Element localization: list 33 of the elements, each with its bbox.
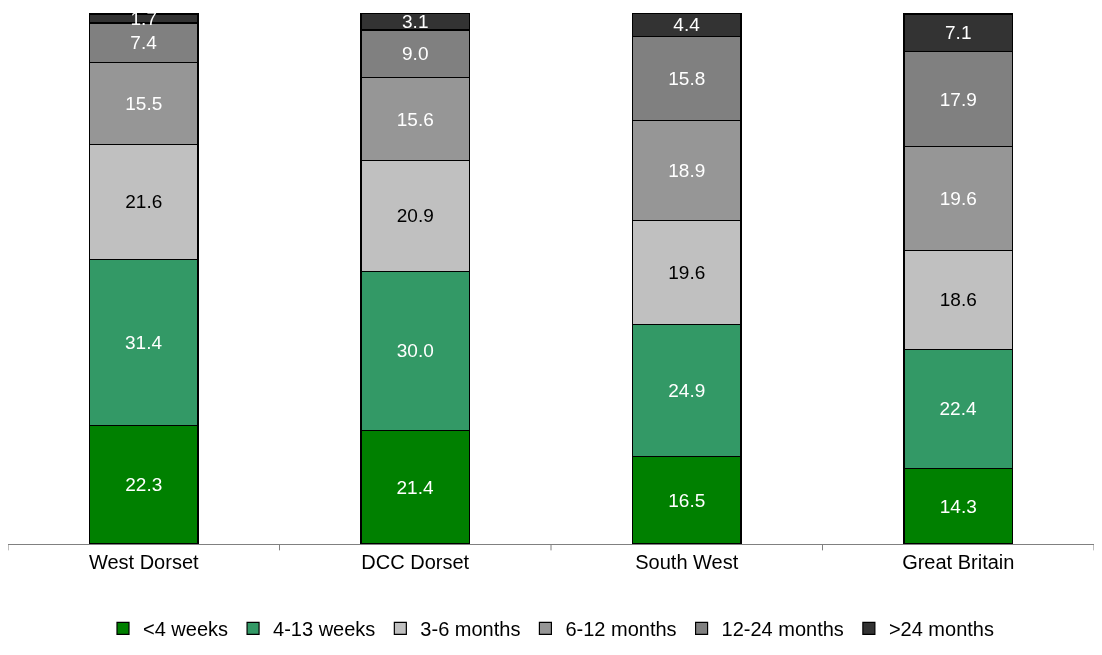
data-label: 17.9 <box>939 88 977 110</box>
data-label: 16.5 <box>668 489 706 511</box>
data-label: 14.3 <box>939 495 977 517</box>
data-label: 18.6 <box>939 289 977 311</box>
data-label: 24.9 <box>668 379 706 401</box>
data-label: 18.9 <box>668 159 706 181</box>
data-label: 21.6 <box>125 191 163 213</box>
x-tick-label: West Dorset <box>88 551 200 573</box>
data-label: 22.4 <box>939 398 977 420</box>
data-label: 20.9 <box>396 205 434 227</box>
legend-label: 4-13 weeks <box>273 618 376 641</box>
data-label: 30.0 <box>396 340 434 362</box>
data-label: 4.4 <box>673 14 701 36</box>
data-label: 19.6 <box>939 188 977 210</box>
data-label: 15.6 <box>396 108 434 130</box>
data-label: 15.8 <box>668 67 706 89</box>
data-label: 19.6 <box>668 261 706 283</box>
legend-label: >24 months <box>888 618 994 641</box>
x-tick-label: DCC Dorset <box>361 551 470 573</box>
data-label: 21.4 <box>396 476 434 498</box>
legend-label: 3-6 months <box>420 618 521 641</box>
data-label: 7.4 <box>130 32 158 54</box>
data-label: 9.0 <box>402 43 429 65</box>
legend-label: 6-12 months <box>565 618 677 641</box>
data-label: 22.3 <box>125 474 163 496</box>
x-tick-label: South West <box>635 551 739 573</box>
legend-label: <4 weeks <box>143 618 229 641</box>
data-label: 31.4 <box>125 331 163 353</box>
data-label: 15.5 <box>125 92 163 114</box>
legend-label: 12-24 months <box>721 618 844 641</box>
data-label: 7.1 <box>945 22 972 44</box>
x-tick-label: Great Britain <box>902 551 1015 573</box>
data-label: 3.1 <box>402 11 429 33</box>
